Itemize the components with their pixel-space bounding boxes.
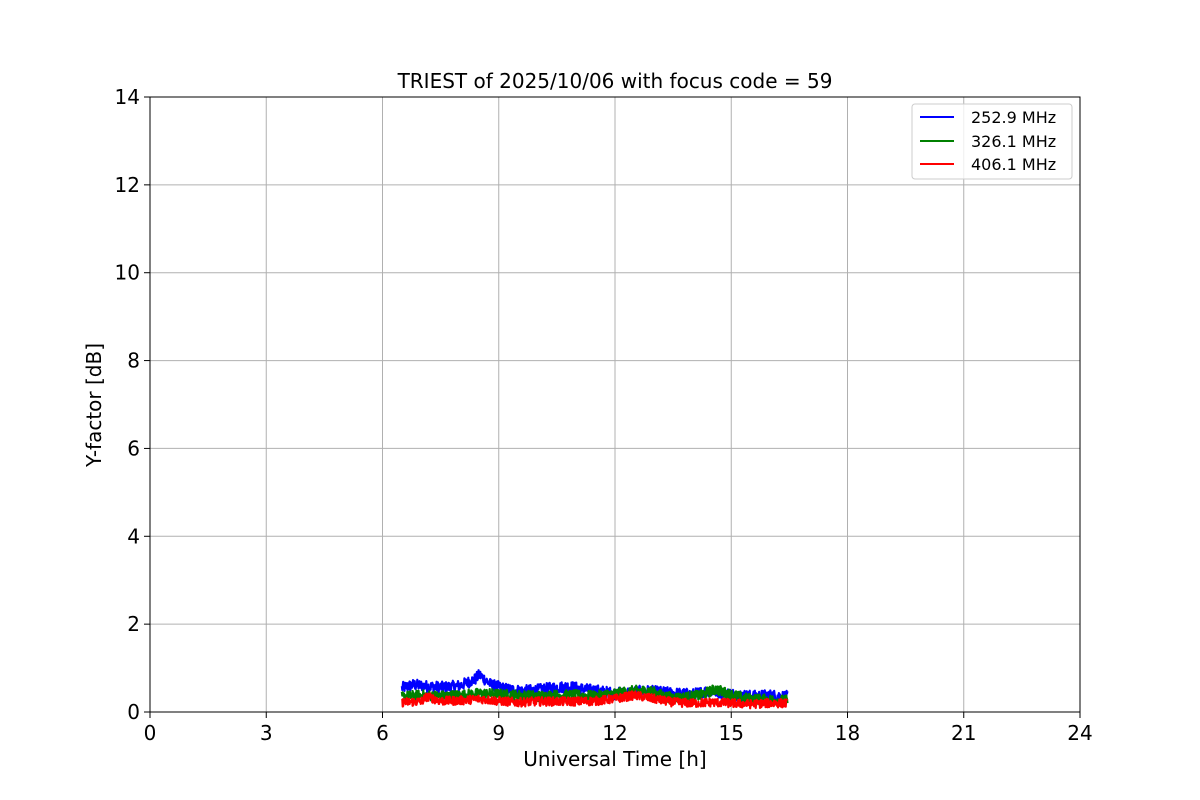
y-tick-label: 14 xyxy=(115,85,140,109)
legend-box xyxy=(911,103,1073,180)
x-tick-label: 3 xyxy=(260,721,273,745)
legend-label-406-1: 406.1 MHz xyxy=(971,155,1056,174)
legend: 252.9 MHz 326.1 MHz 406.1 MHz xyxy=(911,103,1073,180)
series-line-406-1-mhz xyxy=(401,690,789,710)
y-tick-label: 2 xyxy=(127,612,140,636)
x-tick-label: 6 xyxy=(376,721,389,745)
plot-area xyxy=(400,669,789,710)
y-tick-label: 6 xyxy=(127,436,140,460)
x-tick-label: 21 xyxy=(951,721,976,745)
x-tick-label: 0 xyxy=(144,721,157,745)
y-axis-label: Y-factor [dB] xyxy=(82,343,106,468)
ticks xyxy=(144,96,1081,718)
legend-label-252-9: 252.9 MHz xyxy=(971,108,1056,127)
legend-label-326-1: 326.1 MHz xyxy=(971,132,1056,151)
x-tick-label: 9 xyxy=(492,721,505,745)
x-tick-label: 12 xyxy=(602,721,627,745)
y-tick-label: 0 xyxy=(127,700,140,724)
chart-title: TRIEST of 2025/10/06 with focus code = 5… xyxy=(397,69,833,93)
x-axis-label: Universal Time [h] xyxy=(523,747,706,771)
y-tick-label: 12 xyxy=(115,173,140,197)
series-line-326-1-mhz xyxy=(400,684,789,707)
y-tick-label: 8 xyxy=(127,349,140,373)
x-tick-label: 18 xyxy=(835,721,860,745)
x-tick-label: 24 xyxy=(1067,721,1092,745)
y-tick-label: 10 xyxy=(115,261,140,285)
y-tick-label: 4 xyxy=(127,524,140,548)
x-tick-label: 15 xyxy=(719,721,744,745)
